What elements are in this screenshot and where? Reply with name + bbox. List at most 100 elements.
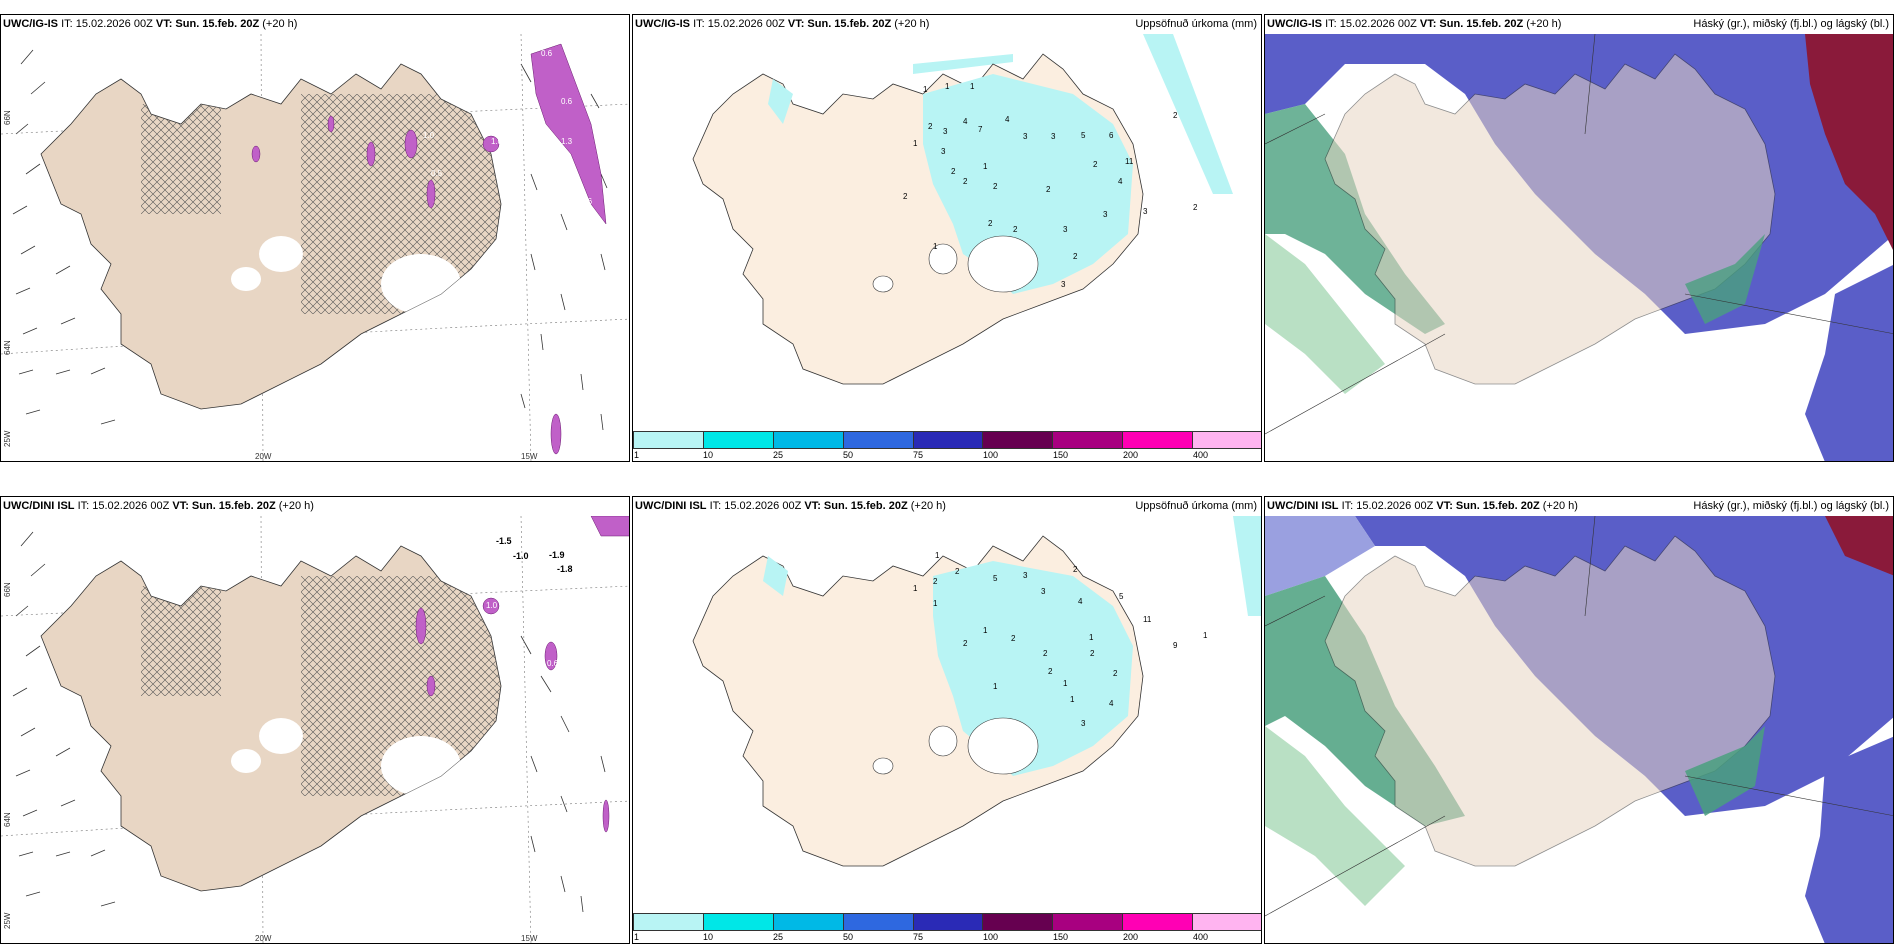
svg-text:2: 2 (1113, 669, 1118, 678)
svg-text:2: 2 (951, 167, 956, 176)
colorbar-tick: 150 (1053, 450, 1069, 460)
svg-text:1: 1 (1089, 633, 1094, 642)
svg-text:1: 1 (1063, 679, 1068, 688)
panel-cloud-top: UWC/IG-IS IT: 15.02.2026 00Z VT: Sun. 15… (1264, 14, 1894, 462)
svg-text:2: 2 (1073, 252, 1078, 261)
precip-map: 1 2 2 5 3 3 2 4 5 1 1 11 2 1 2 2 1 2 9 2… (692, 516, 1261, 867)
panel-wind-bottom: UWC/DINI ISL IT: 15.02.2026 00Z VT: Sun.… (0, 496, 630, 944)
svg-text:3: 3 (1063, 225, 1068, 234)
colorbar-tick: 400 (1193, 932, 1209, 942)
svg-text:1.6: 1.6 (581, 197, 593, 206)
colorbar-tick: 1 (634, 450, 640, 460)
colorbar-tick: 50 (843, 932, 854, 942)
panel-title: UWC/DINI ISL IT: 15.02.2026 00Z VT: Sun.… (1267, 500, 1578, 512)
svg-text:1: 1 (935, 551, 940, 560)
colorbar-tick: 75 (913, 932, 924, 942)
lon-label-15: 15W (521, 934, 538, 943)
svg-text:1: 1 (923, 85, 928, 94)
panel-title: UWC/IG-IS IT: 15.02.2026 00Z VT: Sun. 15… (1267, 18, 1562, 30)
svg-text:1: 1 (933, 599, 938, 608)
lat-label-64: 64N (3, 812, 12, 827)
colorbar-swatch (634, 432, 704, 448)
svg-text:2: 2 (988, 219, 993, 228)
svg-text:2: 2 (963, 177, 968, 186)
colorbar-swatch (913, 432, 984, 448)
colorbar-tick: 25 (773, 450, 784, 460)
svg-text:4: 4 (1078, 597, 1083, 606)
svg-text:1: 1 (913, 584, 918, 593)
precip-map: 1 1 1 2 3 1 4 7 4 3 3 5 6 2 3 2 1 2 2 2 … (692, 34, 1233, 385)
svg-text:2: 2 (933, 577, 938, 586)
lon-label-15: 15W (521, 452, 538, 461)
svg-text:-1.0: -1.0 (513, 551, 529, 561)
svg-text:1: 1 (983, 162, 988, 171)
lat-label-64: 64N (3, 340, 12, 355)
svg-text:3: 3 (943, 127, 948, 136)
svg-text:2: 2 (963, 639, 968, 648)
svg-text:1: 1 (913, 139, 918, 148)
colorbar-ticks: 1 10 25 50 75 100 150 200 400 (633, 450, 1261, 461)
svg-text:2: 2 (1046, 185, 1051, 194)
svg-text:1: 1 (970, 82, 975, 91)
svg-text:1: 1 (945, 82, 950, 91)
colorbar-tick: 100 (983, 450, 999, 460)
svg-text:4: 4 (963, 117, 968, 126)
svg-text:0.5: 0.5 (431, 169, 443, 178)
svg-text:0.6: 0.6 (547, 659, 559, 668)
precip-title: Uppsöfnuð úrkoma (mm) (1135, 500, 1257, 512)
svg-text:1.0: 1.0 (423, 131, 435, 140)
panel-wind-top: UWC/IG-IS IT: 15.02.2026 00Z VT: Sun. 15… (0, 14, 630, 462)
lat-label-66: 66N (3, 110, 12, 125)
precip-values: 1 2 2 5 3 3 2 4 5 1 1 11 2 1 2 2 1 2 9 2… (913, 551, 1208, 728)
svg-text:-1.8: -1.8 (557, 564, 573, 574)
precip-title: Uppsöfnuð úrkoma (mm) (1135, 18, 1257, 30)
wind-map: -1.5 -1.0 -1.9 -1.8 1.0 0.6 (1, 516, 629, 943)
svg-text:3: 3 (1143, 207, 1148, 216)
cloud-map (1265, 34, 1893, 461)
colorbar-tick: 10 (703, 450, 714, 460)
colorbar-tick: 75 (913, 450, 924, 460)
colorbar-swatch (1123, 432, 1194, 448)
colorbar-tick: 1 (634, 932, 640, 942)
svg-text:5: 5 (1081, 131, 1086, 140)
colorbar-swatch (1193, 432, 1261, 448)
svg-text:2: 2 (1173, 111, 1178, 120)
iceland-landmass (1324, 53, 1776, 385)
colorbar-ticks: 1 10 25 50 75 100 150 200 400 (633, 932, 1261, 943)
svg-text:4: 4 (1118, 177, 1123, 186)
colorbar-swatch (983, 432, 1054, 448)
svg-text:1: 1 (983, 626, 988, 635)
svg-text:1: 1 (933, 242, 938, 251)
svg-text:1.3: 1.3 (561, 137, 573, 146)
svg-text:5: 5 (993, 574, 998, 583)
colorbar-swatch (1123, 914, 1194, 930)
panel-cloud-bottom: UWC/DINI ISL IT: 15.02.2026 00Z VT: Sun.… (1264, 496, 1894, 944)
svg-text:3: 3 (1023, 571, 1028, 580)
svg-text:9: 9 (1173, 641, 1178, 650)
colorbar-tick: 200 (1123, 450, 1139, 460)
svg-text:2: 2 (993, 182, 998, 191)
wind-speed-patches (251, 43, 607, 455)
precip-colorbar (633, 431, 1261, 449)
svg-text:3: 3 (941, 147, 946, 156)
colorbar-tick: 10 (703, 932, 714, 942)
wind-map: 0.6 0.8 0.6 1.0 0.5 1.3 1.0 1.6 (1, 34, 629, 461)
colorbar-tick: 100 (983, 932, 999, 942)
colorbar-tick: 150 (1053, 932, 1069, 942)
svg-text:2: 2 (955, 567, 960, 576)
svg-text:2: 2 (1193, 203, 1198, 212)
lon-label-25: 25W (3, 912, 12, 929)
svg-text:1.0: 1.0 (491, 137, 503, 146)
cloud-map (1265, 516, 1893, 943)
colorbar-swatch (843, 432, 914, 448)
svg-text:2: 2 (1090, 649, 1095, 658)
svg-text:2: 2 (928, 122, 933, 131)
cloud-title: Háský (gr.), miðský (fj.bl.) og lágský (… (1693, 500, 1889, 512)
svg-text:2: 2 (1013, 225, 1018, 234)
svg-text:6: 6 (1109, 131, 1114, 140)
colorbar-swatch (1193, 914, 1261, 930)
cloud-title: Háský (gr.), miðský (fj.bl.) og lágský (… (1693, 18, 1889, 30)
svg-text:2: 2 (1048, 667, 1053, 676)
colorbar-swatch (634, 914, 704, 930)
svg-text:0.6: 0.6 (561, 97, 573, 106)
